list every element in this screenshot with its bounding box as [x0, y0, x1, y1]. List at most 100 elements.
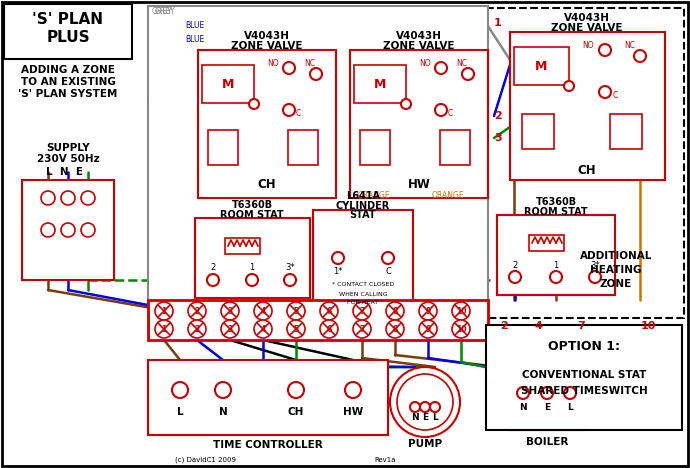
Bar	[440, 130, 470, 165]
Text: E: E	[422, 412, 428, 422]
Circle shape	[430, 402, 440, 412]
Text: 1: 1	[161, 307, 166, 315]
Text: 4: 4	[534, 321, 542, 331]
Circle shape	[386, 320, 404, 338]
Text: PLUS: PLUS	[46, 30, 90, 45]
Circle shape	[188, 302, 206, 320]
Circle shape	[420, 402, 430, 412]
Bar	[195, 218, 310, 298]
Circle shape	[452, 302, 470, 320]
Text: 2: 2	[195, 307, 199, 315]
Bar	[148, 6, 488, 308]
Bar	[198, 50, 336, 198]
Text: L  N  E: L N E	[46, 167, 83, 177]
Text: ADDITIONAL: ADDITIONAL	[580, 251, 652, 261]
Text: E: E	[544, 402, 550, 411]
Text: 4: 4	[260, 324, 266, 334]
Bar	[225, 238, 260, 254]
Text: PUMP: PUMP	[408, 439, 442, 449]
Text: 2: 2	[494, 111, 502, 121]
Text: BOILER: BOILER	[526, 437, 568, 447]
Bar	[202, 65, 254, 103]
Text: NC: NC	[457, 59, 468, 68]
Text: C: C	[447, 110, 453, 118]
Circle shape	[207, 274, 219, 286]
Text: 7: 7	[359, 307, 365, 315]
Circle shape	[287, 302, 305, 320]
Text: BLUE: BLUE	[185, 22, 204, 30]
Text: CYLINDER: CYLINDER	[336, 201, 390, 211]
Circle shape	[215, 382, 231, 398]
Circle shape	[419, 320, 437, 338]
Text: T6360B: T6360B	[535, 197, 577, 207]
Circle shape	[254, 302, 272, 320]
Circle shape	[410, 402, 420, 412]
Circle shape	[397, 374, 453, 430]
Circle shape	[401, 99, 411, 109]
Circle shape	[284, 274, 296, 286]
Text: NO: NO	[420, 59, 431, 68]
Circle shape	[386, 302, 404, 320]
Text: V4043H: V4043H	[244, 31, 290, 41]
Bar	[514, 47, 569, 85]
Text: 1: 1	[249, 263, 255, 272]
Text: ORANGE: ORANGE	[358, 191, 391, 200]
Circle shape	[435, 104, 447, 116]
Text: 'S' PLAN: 'S' PLAN	[32, 12, 104, 27]
Text: 8: 8	[393, 307, 397, 315]
Text: 230V 50Hz: 230V 50Hz	[37, 154, 99, 164]
Bar	[522, 114, 554, 149]
Circle shape	[599, 86, 611, 98]
Circle shape	[509, 271, 521, 283]
Bar	[148, 360, 388, 435]
Bar	[610, 114, 642, 149]
Text: 5: 5	[293, 324, 299, 334]
Text: HW: HW	[343, 407, 363, 417]
Text: TIME CONTROLLER: TIME CONTROLLER	[213, 440, 323, 450]
Circle shape	[283, 104, 295, 116]
Bar	[148, 300, 488, 340]
Text: C: C	[385, 268, 391, 277]
Text: (c) DavidC1 2009: (c) DavidC1 2009	[175, 457, 236, 463]
Text: 1: 1	[553, 261, 559, 270]
Text: * CONTACT CLOSED: * CONTACT CLOSED	[332, 283, 394, 287]
Circle shape	[320, 320, 338, 338]
Text: NO: NO	[582, 42, 594, 51]
Text: 4: 4	[260, 307, 266, 315]
Circle shape	[221, 320, 239, 338]
Text: 6: 6	[326, 307, 332, 315]
Text: 2: 2	[210, 263, 215, 272]
Text: 2: 2	[500, 321, 508, 331]
Bar	[486, 8, 684, 318]
Circle shape	[564, 81, 574, 91]
Circle shape	[41, 191, 55, 205]
Circle shape	[81, 223, 95, 237]
Circle shape	[310, 68, 322, 80]
Text: 9: 9	[425, 307, 431, 315]
Circle shape	[287, 320, 305, 338]
Text: 3*: 3*	[285, 263, 295, 272]
Text: 3: 3	[228, 324, 233, 334]
Circle shape	[550, 271, 562, 283]
Text: V4043H: V4043H	[564, 13, 610, 23]
Circle shape	[353, 320, 371, 338]
Circle shape	[188, 320, 206, 338]
Text: V4043H: V4043H	[396, 31, 442, 41]
Circle shape	[155, 302, 173, 320]
Text: L: L	[567, 402, 573, 411]
Text: 1*: 1*	[333, 268, 343, 277]
Text: HW: HW	[408, 178, 431, 191]
Text: ROOM STAT: ROOM STAT	[524, 207, 588, 217]
Text: CH: CH	[288, 407, 304, 417]
Circle shape	[155, 320, 173, 338]
Text: 10: 10	[456, 307, 466, 315]
Text: FOR HEAT: FOR HEAT	[348, 300, 379, 306]
Text: L: L	[432, 412, 438, 422]
Text: WHEN CALLING: WHEN CALLING	[339, 292, 387, 297]
Text: 1: 1	[494, 18, 502, 28]
Text: C: C	[613, 92, 618, 101]
Bar	[360, 130, 390, 165]
Bar	[486, 325, 682, 430]
Text: ZONE VALVE: ZONE VALVE	[231, 41, 303, 51]
Circle shape	[634, 50, 646, 62]
